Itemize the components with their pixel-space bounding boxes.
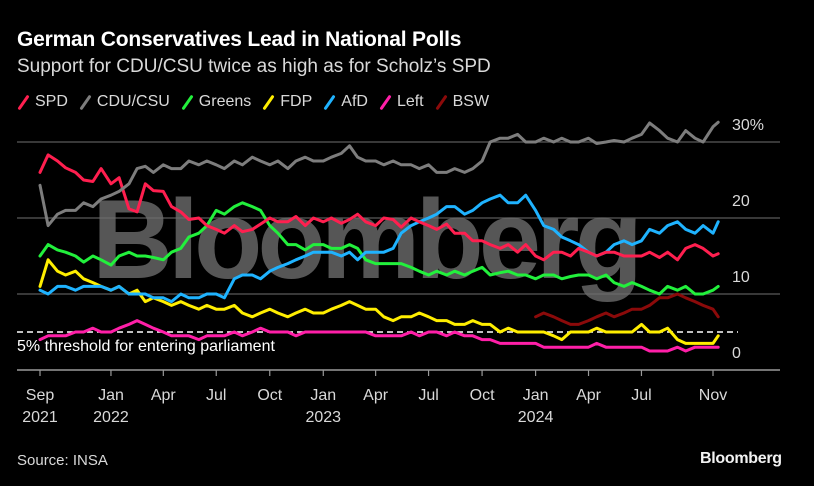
- chart-subtitle: Support for CDU/CSU twice as high as for…: [17, 56, 491, 77]
- x-tick-label: Jan: [523, 387, 549, 404]
- x-tick-label: Nov: [699, 387, 727, 404]
- legend-item-left: Left: [379, 93, 424, 111]
- series-line-bsw: [534, 292, 720, 326]
- legend-label: SPD: [35, 93, 68, 110]
- x-tick-label: Sep: [26, 387, 55, 404]
- legend-label: BSW: [452, 93, 490, 110]
- x-tick-year-label: 2021: [22, 409, 58, 426]
- legend-label: Greens: [198, 93, 252, 110]
- x-tick-label: Jan: [310, 387, 336, 404]
- series-line-cducsu: [38, 120, 720, 228]
- y-tick-label: 30%: [732, 117, 764, 134]
- y-tick-label: 0: [732, 345, 741, 362]
- threshold-label: 5% threshold for entering parliament: [17, 338, 275, 355]
- y-tick-label: 20: [732, 193, 750, 210]
- x-tick-year-label: 2024: [518, 409, 554, 426]
- legend: SPD CDU/CSU Greens FDP AfD Left BSW: [17, 93, 500, 111]
- legend-item-cducsu: CDU/CSU: [79, 93, 170, 111]
- y-tick-label: 10: [732, 269, 750, 286]
- legend-item-bsw: BSW: [435, 93, 489, 111]
- watermark: Bloomberg: [92, 177, 638, 302]
- series-line-left: [38, 319, 720, 353]
- x-tick-year-label: 2023: [305, 409, 341, 426]
- legend-label: FDP: [280, 93, 313, 110]
- x-tick-label: Jan: [98, 387, 124, 404]
- x-tick-label: Jul: [206, 387, 226, 404]
- x-tick-label: Apr: [151, 387, 177, 404]
- legend-item-fdp: FDP: [262, 93, 312, 111]
- legend-item-greens: Greens: [181, 93, 251, 111]
- x-tick-label: Apr: [363, 387, 389, 404]
- series-line-spd: [38, 153, 720, 262]
- x-tick-label: Apr: [576, 387, 602, 404]
- x-tick-label: Oct: [470, 387, 495, 404]
- chart-title: German Conservatives Lead in National Po…: [17, 28, 462, 51]
- legend-item-afd: AfD: [323, 93, 368, 111]
- legend-label: AfD: [341, 93, 368, 110]
- legend-label: Left: [396, 93, 424, 110]
- legend-item-spd: SPD: [17, 93, 68, 111]
- series-line-greens: [38, 201, 720, 296]
- x-tick-label: Oct: [257, 387, 282, 404]
- legend-label: CDU/CSU: [96, 93, 170, 110]
- source-note: Source: INSA: [17, 452, 108, 469]
- x-tick-label: Jul: [631, 387, 651, 404]
- x-tick-year-label: 2022: [93, 409, 129, 426]
- bloomberg-logo: Bloomberg: [700, 450, 782, 467]
- x-tick-label: Jul: [418, 387, 438, 404]
